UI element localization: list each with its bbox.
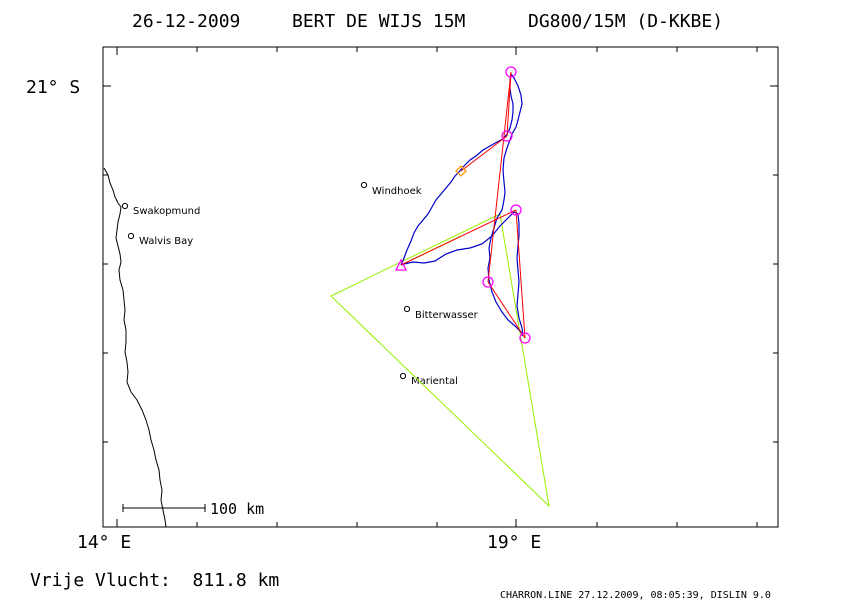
right-ticks xyxy=(770,85,778,443)
lon-label-19e: 19° E xyxy=(487,532,541,553)
free-flight-distance: Vrije Vlucht: 811.8 km xyxy=(30,570,279,591)
flight-track xyxy=(400,72,524,337)
lat-label-21s: 21° S xyxy=(26,77,80,98)
town-label: Swakopmund xyxy=(133,206,200,217)
town-circle-icon xyxy=(127,232,135,240)
turnpoint-circle-icon xyxy=(501,130,513,142)
top-ticks xyxy=(116,47,758,55)
scale-bar-label: 100 km xyxy=(210,500,264,518)
finish-diamond-icon xyxy=(455,165,467,177)
map-frame xyxy=(102,46,779,528)
title-date: 26-12-2009 xyxy=(132,11,240,32)
town-mariental: Mariental xyxy=(399,372,458,387)
turnpoints xyxy=(482,66,531,344)
coastline xyxy=(103,167,167,528)
town-walvis-bay: Walvis Bay xyxy=(127,232,193,247)
town-circle-icon xyxy=(360,181,368,189)
town-circle-icon xyxy=(399,372,407,380)
credit-line: CHARRON.LINE 27.12.2009, 08:05:39, DISLI… xyxy=(500,590,771,601)
title-pilot: BERT DE WIJS 15M xyxy=(292,11,466,32)
town-label: Windhoek xyxy=(372,186,422,197)
town-label: Bitterwasser xyxy=(415,310,479,321)
turnpoint-circle-icon xyxy=(482,276,494,288)
scale-bar xyxy=(122,504,206,512)
start-triangle-icon xyxy=(394,258,408,271)
town-circle-icon xyxy=(121,202,129,210)
title-glider: DG800/15M (D-KKBE) xyxy=(528,11,723,32)
left-ticks xyxy=(103,85,111,443)
town-label: Walvis Bay xyxy=(139,236,193,247)
town-windhoek: Windhoek xyxy=(360,181,422,197)
turnpoint-circle-icon xyxy=(505,66,517,78)
town-label: Mariental xyxy=(411,376,458,387)
task-triangle xyxy=(330,213,550,508)
bottom-ticks xyxy=(116,519,758,527)
town-bitterwasser: Bitterwasser xyxy=(403,305,479,321)
town-swakopmund: Swakopmund xyxy=(121,202,200,217)
town-circle-icon xyxy=(403,305,411,313)
turnpoint-circle-icon xyxy=(510,204,522,216)
optimised-route xyxy=(400,71,526,339)
lon-label-14e: 14° E xyxy=(77,532,131,553)
turnpoint-circle-icon xyxy=(519,332,531,344)
